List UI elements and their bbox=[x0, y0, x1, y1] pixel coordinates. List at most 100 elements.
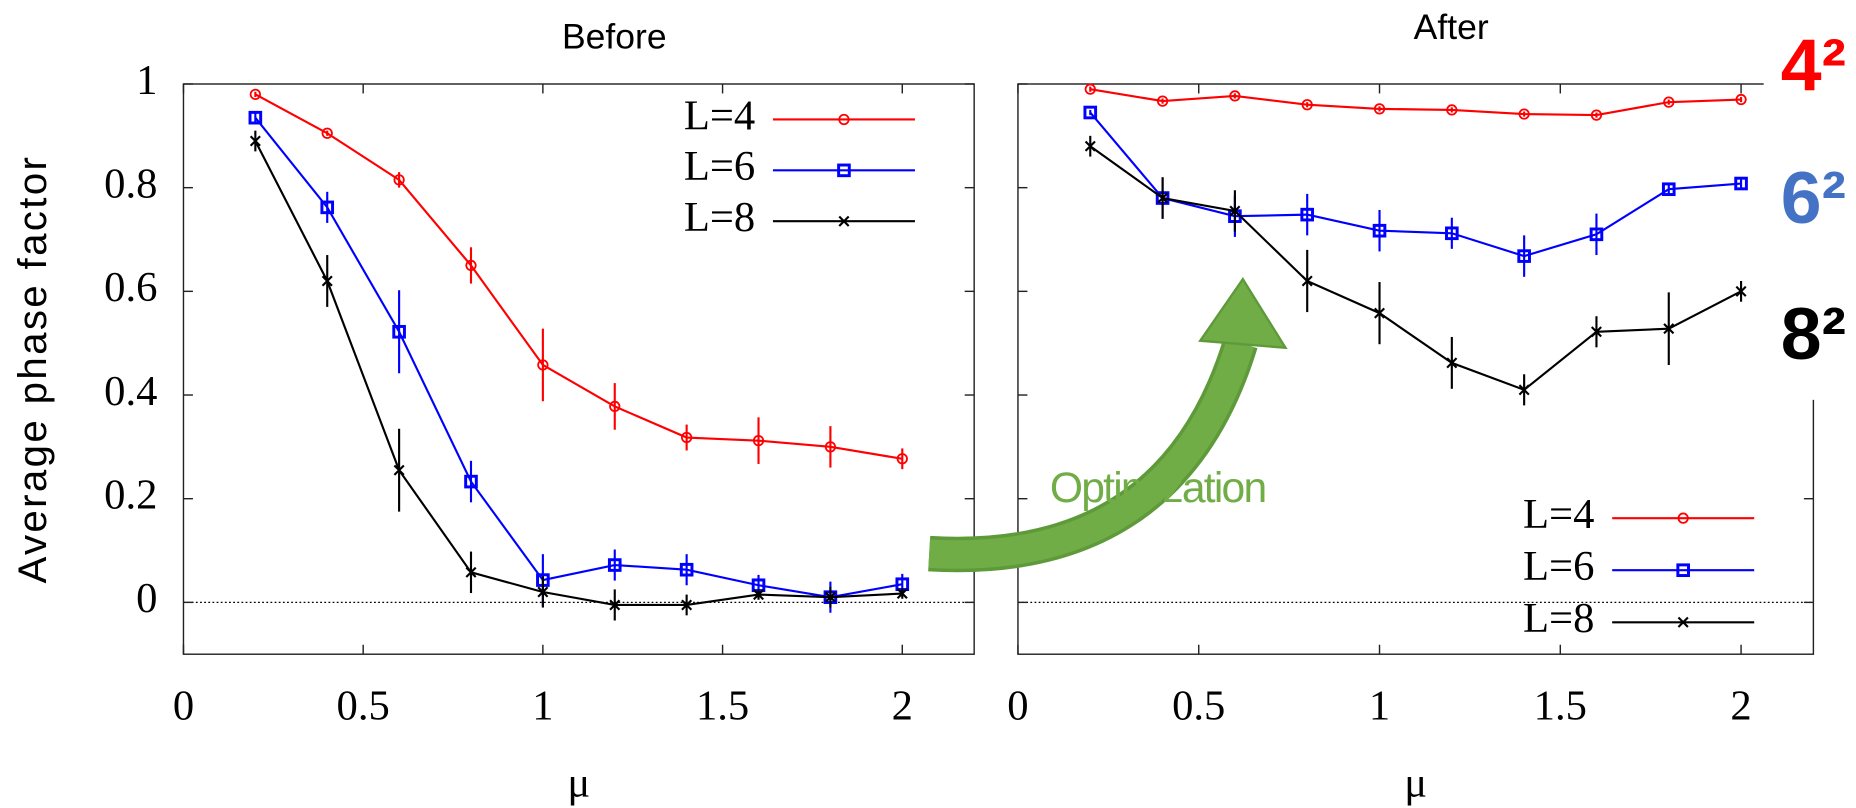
marker bbox=[1157, 192, 1169, 204]
marker bbox=[1301, 275, 1313, 287]
x-tick-label: 1 bbox=[532, 683, 553, 730]
marker bbox=[1518, 384, 1530, 396]
y-tick-label: 1 bbox=[136, 57, 157, 104]
legend-marker bbox=[1677, 512, 1689, 524]
marker bbox=[321, 275, 333, 287]
marker bbox=[1084, 140, 1096, 152]
y-tick-label: 0 bbox=[136, 575, 157, 622]
size-label: 8² bbox=[1781, 293, 1846, 375]
marker bbox=[1661, 182, 1676, 197]
data-line bbox=[254, 117, 903, 599]
x-axis-label: μ bbox=[567, 759, 590, 806]
marker bbox=[249, 88, 261, 100]
marker bbox=[537, 359, 549, 371]
legend-label: L=4 bbox=[1523, 491, 1594, 538]
marker bbox=[393, 464, 405, 476]
marker bbox=[321, 127, 333, 139]
marker bbox=[1229, 205, 1241, 217]
marker bbox=[607, 558, 622, 572]
marker bbox=[1663, 323, 1675, 335]
legend-marker bbox=[1677, 616, 1689, 628]
marker bbox=[753, 589, 765, 601]
marker bbox=[1301, 99, 1313, 111]
marker bbox=[681, 431, 693, 444]
data-line bbox=[254, 93, 903, 460]
data-line bbox=[1089, 111, 1742, 258]
marker bbox=[1374, 307, 1386, 319]
marker bbox=[1229, 90, 1241, 102]
marker bbox=[320, 200, 335, 215]
x-tick-label: 1.5 bbox=[1534, 683, 1587, 730]
marker bbox=[1445, 226, 1459, 241]
marker bbox=[1446, 104, 1458, 116]
chart-title: Before bbox=[562, 16, 667, 56]
x-tick-label: 1 bbox=[1369, 683, 1390, 730]
marker bbox=[1735, 93, 1747, 106]
marker bbox=[1590, 109, 1603, 121]
legend-marker bbox=[837, 163, 851, 178]
marker bbox=[896, 453, 908, 465]
marker bbox=[392, 324, 406, 339]
size-label: 6² bbox=[1781, 157, 1846, 239]
data-line bbox=[1090, 88, 1742, 117]
marker bbox=[1589, 227, 1604, 242]
marker bbox=[681, 599, 693, 611]
legend-label: L=8 bbox=[684, 194, 755, 241]
marker bbox=[1518, 108, 1530, 120]
x-axis-label: μ bbox=[1404, 759, 1427, 806]
size-label: 4² bbox=[1781, 24, 1846, 106]
marker bbox=[824, 591, 836, 603]
marker bbox=[1156, 95, 1169, 107]
y-tick-label: 0.8 bbox=[104, 160, 157, 207]
chart-title: After bbox=[1414, 7, 1489, 47]
x-tick-label: 1.5 bbox=[696, 683, 749, 730]
x-tick-label: 0 bbox=[173, 683, 194, 730]
marker bbox=[1372, 223, 1387, 238]
marker bbox=[537, 586, 549, 598]
x-tick-label: 0.5 bbox=[1172, 683, 1225, 730]
legend-label: L=8 bbox=[1523, 595, 1594, 642]
marker bbox=[752, 435, 765, 447]
x-tick-label: 2 bbox=[892, 683, 913, 730]
marker bbox=[679, 562, 694, 577]
legend-marker bbox=[1676, 563, 1690, 578]
marker bbox=[248, 110, 263, 125]
y-tick-label: 0.6 bbox=[104, 264, 157, 311]
marker bbox=[1446, 357, 1458, 369]
marker bbox=[1300, 207, 1315, 222]
legend-label: L=6 bbox=[1523, 543, 1594, 590]
marker bbox=[1663, 96, 1675, 108]
arrow-label: Optimization bbox=[1050, 464, 1265, 512]
marker bbox=[824, 441, 837, 453]
marker bbox=[1517, 249, 1531, 263]
marker bbox=[896, 588, 908, 600]
legend-label: L=4 bbox=[684, 92, 755, 139]
data-line bbox=[1089, 145, 1742, 392]
x-tick-label: 2 bbox=[1730, 683, 1751, 730]
label-backdrop bbox=[1763, 0, 1856, 400]
marker bbox=[464, 474, 478, 489]
marker bbox=[609, 400, 621, 413]
marker bbox=[249, 135, 261, 147]
x-tick-label: 0.5 bbox=[337, 683, 390, 730]
x-tick-label: 0 bbox=[1007, 683, 1028, 730]
legend-label: L=6 bbox=[684, 143, 755, 190]
marker bbox=[393, 174, 405, 186]
marker bbox=[465, 566, 477, 578]
optimization-arrow bbox=[928, 277, 1288, 573]
marker bbox=[1590, 326, 1602, 338]
marker bbox=[1735, 285, 1747, 297]
y-tick-label: 0.2 bbox=[104, 471, 157, 518]
y-tick-label: 0.4 bbox=[104, 368, 157, 415]
plot-frame bbox=[182, 83, 975, 655]
marker bbox=[1373, 103, 1386, 115]
y-axis-label: Average phase factor bbox=[10, 155, 55, 584]
marker bbox=[1734, 176, 1748, 191]
marker bbox=[465, 259, 477, 272]
legend-marker bbox=[838, 215, 850, 227]
legend-marker bbox=[838, 113, 850, 126]
marker bbox=[1084, 83, 1096, 95]
data-line bbox=[254, 140, 903, 607]
